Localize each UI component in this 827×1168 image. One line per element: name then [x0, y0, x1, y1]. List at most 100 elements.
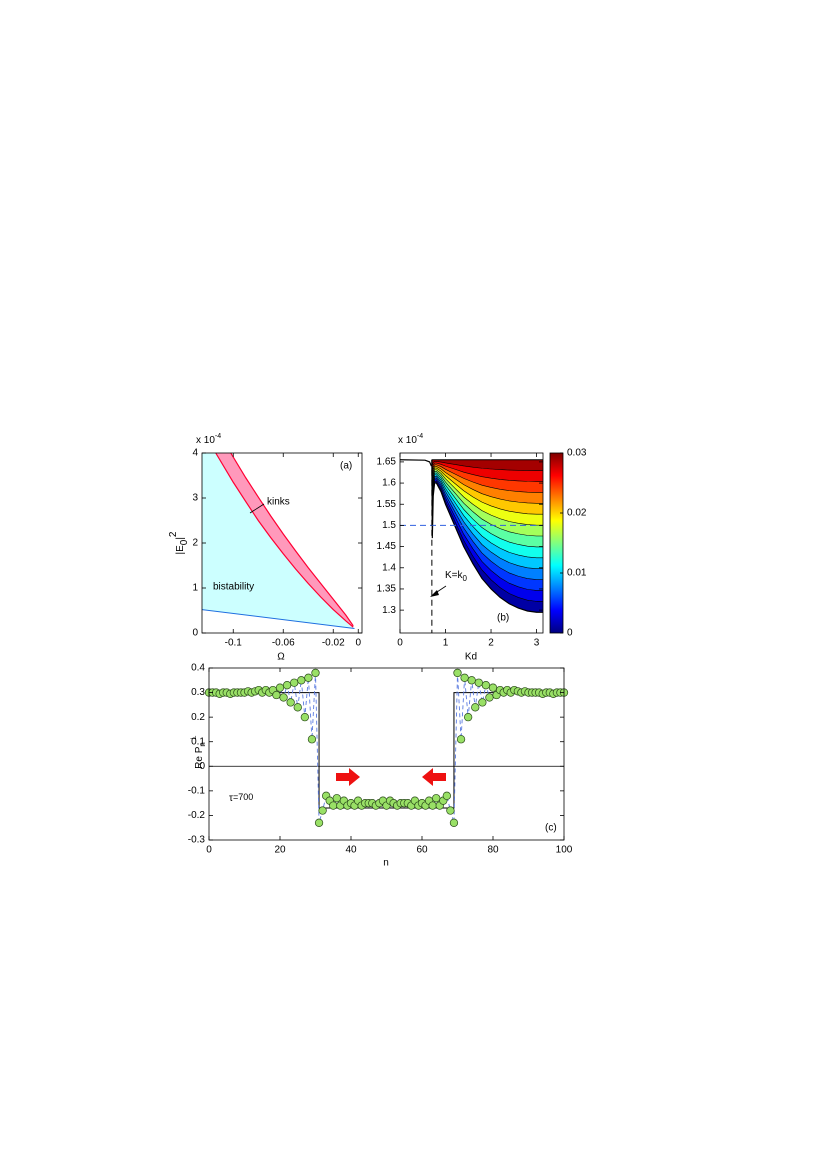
contour-line: [431, 459, 543, 471]
y-tick-label: 4: [192, 448, 198, 459]
x-tick-label: -0.02: [322, 638, 345, 649]
multiplier-exp: -4: [417, 433, 423, 440]
x-tick-label: 2: [488, 638, 494, 649]
y-tick-label: 0.4: [191, 663, 205, 674]
contour-band: [431, 459, 543, 537]
y-tick-label: 1.4: [382, 562, 396, 573]
pointer: [249, 503, 265, 514]
label-sup: ⊥: [189, 735, 198, 742]
arrow-head: [430, 590, 439, 597]
data-point: [449, 818, 459, 827]
y-tick-label: -0.2: [188, 810, 206, 821]
annotation-main: K=k: [445, 570, 464, 581]
data-point: [329, 801, 338, 810]
x-tick-label: 20: [274, 845, 286, 856]
x-tick-label: 40: [345, 845, 357, 856]
annotation-text: =700: [233, 792, 253, 802]
y-tick-label: 1.3: [382, 605, 396, 616]
y-axis-label: |E0|2: [168, 531, 190, 554]
contour-band: [431, 459, 543, 471]
bistability-region: [202, 453, 354, 629]
contour-band: [431, 459, 543, 482]
data-point: [478, 698, 487, 707]
x-tick-label: -0.06: [272, 638, 295, 649]
colorbar-tick-label: 0.02: [567, 508, 587, 519]
data-point: [314, 818, 324, 827]
data-point: [453, 668, 462, 678]
multiplier-base: x 10: [398, 435, 417, 446]
contour-band: [431, 459, 543, 602]
step-line: [209, 692, 564, 809]
data-point: [282, 681, 292, 690]
annotation: bistability: [213, 582, 254, 593]
contour-band: [431, 459, 543, 504]
y-tick-label: 2: [192, 538, 198, 549]
axes-box: [208, 667, 565, 841]
data-point: [464, 712, 473, 722]
y-tick-label: 3: [192, 493, 198, 504]
y-tick-label: 0: [192, 628, 198, 639]
contour-band: [431, 459, 543, 547]
annotation: kinks: [267, 497, 290, 508]
y-tick-label: 1: [192, 583, 198, 594]
data-point: [460, 673, 469, 682]
x-tick-label: -0.1: [225, 638, 243, 649]
data-point: [272, 690, 281, 700]
data-point: [485, 693, 494, 702]
panel-label: (b): [497, 613, 509, 624]
contour-band: [431, 459, 543, 580]
plot-b: [400, 459, 543, 633]
x-axis-label: n: [383, 858, 389, 869]
data-point: [488, 683, 498, 692]
colorbar-tick-label: 0: [567, 628, 573, 639]
kinks-region: [215, 453, 354, 628]
kink-upper-curve: [230, 453, 354, 627]
y-tick-label: 1.5: [382, 520, 396, 531]
label-part: |: [175, 537, 186, 540]
contour-line: [431, 459, 543, 559]
data-point: [297, 676, 306, 685]
multiplier: x 10-4: [398, 433, 423, 446]
multiplier-exp: -4: [215, 433, 221, 440]
multiplier-base: x 10: [196, 435, 215, 446]
panel-label: (c): [545, 823, 557, 834]
label-part: |E: [175, 545, 186, 555]
data-point: [307, 735, 317, 744]
data-point: [279, 693, 288, 702]
contour-line: [431, 459, 543, 526]
contour-band: [431, 459, 543, 493]
contour-line: [431, 459, 543, 493]
y-tick-label: 1.6: [382, 478, 396, 489]
data-point: [290, 678, 299, 687]
colorbar-tick-label: 0.01: [567, 568, 587, 579]
colorbar-tick-label: 0.03: [567, 448, 587, 459]
data-point: [474, 678, 483, 687]
lower-line: [202, 609, 355, 629]
contour-line: [431, 459, 543, 515]
panel-label: (a): [340, 461, 352, 472]
data-point: [432, 794, 441, 803]
y-tick-label: -0.1: [188, 785, 206, 796]
contour-band: [431, 459, 543, 569]
data-point: [300, 712, 310, 722]
annotation-sub: 0: [463, 574, 468, 583]
label-sup: 2: [168, 531, 179, 537]
arrow-right: [336, 768, 360, 786]
data-point: [332, 794, 341, 803]
arrow-left: [422, 768, 446, 786]
contour-line: [431, 459, 543, 504]
data-point: [442, 791, 452, 800]
contour-band: [431, 459, 543, 613]
y-axis-label: Re Pn⊥: [189, 735, 207, 769]
data-point: [471, 703, 480, 712]
y-tick-label: 0.1: [191, 736, 205, 747]
data-point: [456, 735, 466, 744]
x-axis-label: Kd: [465, 652, 477, 663]
contour-line: [431, 459, 543, 537]
plot-c: [204, 668, 569, 827]
label-part: Re P: [194, 746, 205, 769]
